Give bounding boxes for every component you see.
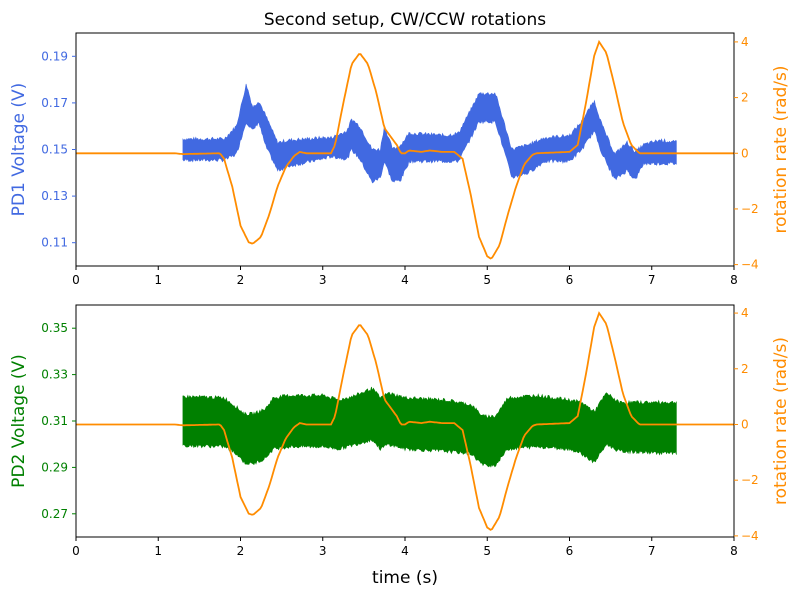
- x-tick-label: 5: [483, 544, 491, 558]
- y-tick-label-right: −2: [741, 473, 759, 487]
- x-tick-label: 1: [154, 273, 162, 287]
- x-tick-label: 7: [648, 544, 656, 558]
- x-tick-label: 6: [566, 273, 574, 287]
- y-tick-label-left: 0.15: [41, 143, 68, 157]
- y-tick-label-right: −2: [741, 202, 759, 216]
- y-tick-label-right: 0: [741, 146, 749, 160]
- y-tick-label-right: 2: [741, 362, 749, 376]
- x-tick-label: 2: [237, 273, 245, 287]
- y-tick-label-left: 0.31: [41, 414, 68, 428]
- x-tick-label: 8: [730, 273, 738, 287]
- y-axis-label-left: PD1 Voltage (V): [9, 83, 29, 217]
- rotation-rate-line: [76, 311, 734, 531]
- y-axis-label-left: PD2 Voltage (V): [9, 354, 29, 488]
- y-tick-label-left: 0.11: [41, 236, 68, 250]
- y-tick-label-left: 0.35: [41, 321, 68, 335]
- x-tick-label: 2: [237, 544, 245, 558]
- y-tick-label-left: 0.19: [41, 49, 68, 63]
- x-tick-label: 1: [154, 544, 162, 558]
- x-tick-label: 8: [730, 544, 738, 558]
- y-tick-label-left: 0.27: [41, 507, 68, 521]
- chart-title: Second setup, CW/CCW rotations: [264, 10, 546, 30]
- y-tick-label-right: 0: [741, 417, 749, 431]
- y-tick-label-right: −4: [741, 258, 759, 272]
- y-axis-label-right: rotation rate (rad/s): [771, 337, 791, 505]
- y-tick-label-right: 4: [741, 306, 749, 320]
- y-tick-label-right: 4: [741, 35, 749, 49]
- x-tick-label: 0: [72, 544, 80, 558]
- x-tick-label: 5: [483, 273, 491, 287]
- x-tick-label: 7: [648, 273, 656, 287]
- rotation-rate-line: [76, 39, 734, 260]
- y-axis-label-right: rotation rate (rad/s): [771, 65, 791, 233]
- y-tick-label-right: 2: [741, 91, 749, 105]
- signal-band-pd1: [182, 83, 677, 184]
- panel-2: 0 1 2 3 4 5 6 7 8 0.27 0.29 0.31 0.33 0.35 −4 −2 0 2 4 PD2 …: [9, 304, 791, 558]
- panels: 0 1 2 3 4 5 6 7 8 0.11 0.13 0.15 0.17 0.19 −4 −2 0 2 4 PD1 …: [9, 32, 791, 558]
- y-tick-label-left: 0.13: [41, 189, 68, 203]
- x-tick-label: 3: [319, 544, 327, 558]
- panel-1: 0 1 2 3 4 5 6 7 8 0.11 0.13 0.15 0.17 0.19 −4 −2 0 2 4 PD1 …: [9, 32, 791, 287]
- x-tick-label: 6: [566, 544, 574, 558]
- y-tick-label-left: 0.17: [41, 96, 68, 110]
- x-tick-label: 4: [401, 544, 409, 558]
- signal-band-pd2: [182, 386, 677, 468]
- x-axis-label: time (s): [372, 568, 438, 588]
- y-tick-label-left: 0.29: [41, 460, 68, 474]
- y-tick-label-left: 0.33: [41, 368, 68, 382]
- y-tick-label-right: −4: [741, 529, 759, 543]
- x-tick-label: 3: [319, 273, 327, 287]
- x-tick-label: 4: [401, 273, 409, 287]
- x-tick-label: 0: [72, 273, 80, 287]
